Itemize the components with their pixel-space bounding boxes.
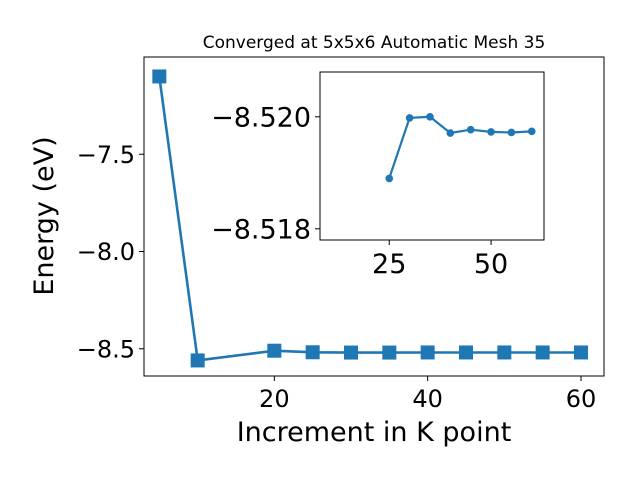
inset-data-point: [466, 125, 475, 134]
chart-title: Converged at 5x5x6 Automatic Mesh 35: [203, 33, 546, 53]
inset-plot: 25 50 −8.520 −8.518: [211, 71, 545, 280]
inset-data-point: [405, 114, 414, 122]
main-data-point: [535, 345, 550, 360]
main-data-point: [459, 345, 473, 360]
inset-y-tick-label: −8.518: [211, 215, 311, 246]
main-data-point: [267, 343, 282, 358]
main-y-tick-label: −8.0: [77, 238, 135, 266]
main-data-point: [190, 353, 205, 368]
x-axis-label: Increment in K point: [237, 417, 512, 448]
inset-data-point: [487, 128, 495, 136]
main-data-point: [420, 345, 435, 360]
main-y-tick-label: −8.5: [77, 335, 135, 363]
main-x-tick-label: 20: [259, 385, 290, 413]
inset-data-point: [426, 113, 434, 121]
inset-data-point: [507, 128, 516, 137]
inset-x-tick-label: 50: [474, 249, 508, 280]
inset-y-tick-label: −8.520: [211, 103, 311, 134]
inset-x-tick-label: 25: [372, 249, 406, 280]
main-data-point: [344, 345, 358, 360]
main-data-point: [305, 345, 320, 360]
main-x-tick-label: 60: [566, 385, 597, 413]
inset-data-point: [385, 174, 394, 183]
inset-plot-frame: [319, 71, 545, 241]
main-data-point: [497, 345, 512, 360]
inset-plot-background: [320, 72, 544, 240]
main-data-point: [574, 345, 588, 360]
main-y-tick-label: −7.5: [77, 141, 135, 169]
main-x-tick-label: 40: [412, 385, 443, 413]
main-data-point: [152, 69, 167, 84]
main-plot-frame: [143, 56, 605, 377]
y-axis-label: Energy (eV): [29, 136, 60, 295]
inset-data-point: [527, 127, 536, 136]
main-plot: 20 40 60 −7.5 −8.0 −8.5: [77, 56, 605, 413]
main-data-point: [382, 345, 397, 360]
inset-data-point: [446, 129, 455, 137]
